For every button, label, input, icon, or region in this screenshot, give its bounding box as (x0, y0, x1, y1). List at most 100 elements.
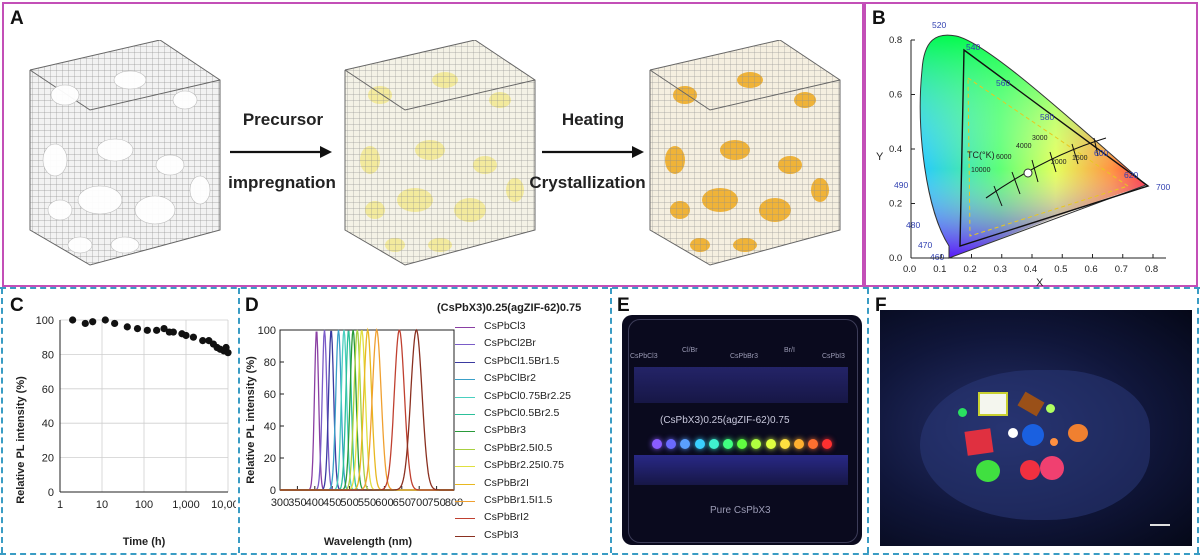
d-legend-swatch (455, 501, 475, 502)
c-data-point (189, 333, 197, 341)
cie-wl-520: 520 (932, 20, 946, 30)
c-data-point (81, 319, 89, 328)
d-legend-swatch (455, 414, 475, 415)
cube-crystallized (640, 40, 850, 270)
cie-wl-460: 460 (930, 252, 944, 262)
d-ytick-label: 60 (264, 389, 276, 401)
cie-wl-480: 480 (906, 220, 920, 230)
c-data-point (199, 337, 207, 345)
c-xtick-label: 1 (57, 499, 63, 511)
sample-lightgreen-dot (1046, 404, 1055, 413)
d-legend-swatch (455, 448, 475, 450)
sample-blue-disc (1022, 424, 1044, 446)
c-data-point (101, 316, 109, 324)
vial-glow-dot (694, 439, 705, 449)
c-data-point (89, 318, 97, 326)
cie-wl-620: 620 (1124, 170, 1138, 180)
vial-glow-dot (652, 439, 662, 449)
cie-xtick-label: 0.6 (1085, 264, 1098, 275)
d-xtick-label: 550 (358, 497, 376, 509)
cie-xtick-label: 0.3 (994, 264, 1007, 275)
cie-gamut (919, 34, 1147, 259)
cie-ytick-label: 0.6 (889, 90, 902, 101)
sample-white (978, 392, 1008, 416)
vial-glow-dot (822, 439, 833, 449)
c-ytick-label: 80 (42, 349, 54, 361)
c-ytick-label: 40 (42, 418, 54, 430)
vial-glow-dot (751, 439, 762, 449)
cie-ytick-label: 0.4 (889, 144, 902, 155)
d-xtick-label: 800 (445, 497, 463, 509)
d-xtick-label: 350 (288, 497, 306, 509)
c-xtick-label: 1,000 (172, 499, 200, 511)
cie-xtick-label: 0.0 (903, 264, 916, 275)
d-xlabel: Wavelength (nm) (324, 536, 413, 548)
vial-glow-dot (680, 439, 691, 449)
e-top-label-2: Cl/Br (682, 347, 698, 354)
d-legend-swatch (455, 466, 475, 468)
panel-a-frame (2, 2, 864, 287)
sample-white-dot (1008, 428, 1018, 438)
pl-spectra-chart: Relative PL intensity (%) Wavelength (nm… (245, 325, 463, 548)
divider-left (1, 288, 3, 553)
e-top-label-3: CsPbBr3 (730, 353, 759, 360)
c-xtick-label: 10,000 (211, 499, 236, 511)
d-legend-label: CsPbCl2Br (484, 337, 536, 350)
hand-photo (880, 310, 1192, 546)
d-legend-swatch (455, 327, 475, 328)
d-legend-swatch (455, 535, 475, 537)
d-xtick-label: 500 (340, 497, 358, 509)
cie-wl-580: 580 (1040, 112, 1054, 122)
sample-red-square (964, 428, 994, 456)
cie-tc-1500: 1500 (1072, 155, 1088, 162)
divider-e-f (867, 288, 869, 553)
d-legend-swatch (455, 518, 475, 520)
cie-ylabel: Y (876, 151, 884, 163)
d-ytick-label: 40 (264, 421, 276, 433)
cube-empty (20, 40, 230, 270)
panel-d-letter: D (245, 295, 259, 316)
vial-glow-dot (737, 439, 748, 449)
d-xtick-label: 650 (393, 497, 411, 509)
cie-tc-6000: 6000 (996, 154, 1012, 161)
d-xtick-label: 700 (410, 497, 428, 509)
cie-tc-10000: 10000 (971, 167, 991, 174)
cie-ytick-label: 0.0 (889, 253, 902, 264)
cie-wl-700: 700 (1156, 182, 1170, 192)
c-data-point (160, 325, 168, 333)
d-legend-swatch (455, 344, 475, 346)
arrow-1-top-label: Precursor (242, 110, 324, 129)
cie-wl-560: 560 (996, 78, 1010, 88)
arrow-2 (542, 146, 644, 158)
d-xtick-label: 450 (323, 497, 341, 509)
d-legend-label: CsPbCl0.5Br2.5 (484, 407, 560, 419)
d-ytick-label: 100 (258, 325, 276, 337)
vials-photo: CsPbCl3 Cl/Br CsPbBr3 Br/I CsPbI3 (CsPbX… (622, 315, 862, 545)
vial-glow-dot (808, 439, 819, 449)
c-data-point (133, 325, 142, 333)
sample-orange-disc (1068, 424, 1088, 442)
e-middle-label: (CsPbX3)0.25(agZIF-62)0.75 (660, 415, 790, 426)
e-bottom-label: Pure CsPbX3 (710, 505, 771, 516)
cie-xlabel: X (1036, 277, 1044, 288)
divider-d-e (610, 288, 612, 553)
stability-chart: Relative PL intensity (%) Time (h) 0 20 40… (15, 315, 236, 548)
cie-ytick-label: 0.2 (889, 199, 902, 210)
d-xtick-label: 600 (375, 497, 393, 509)
arrow-2-top-label: Heating (561, 110, 625, 129)
c-data-point (182, 331, 190, 340)
vial-glow-dot (723, 439, 733, 449)
c-data-point (153, 326, 161, 334)
cie-wl-540: 540 (966, 42, 980, 52)
d-legend-swatch (455, 483, 475, 485)
sample-green-disc (976, 460, 1000, 482)
cie-wl-490: 490 (894, 180, 908, 190)
c-ytick-label: 100 (36, 315, 54, 327)
d-legend-label: CsPbI3 (484, 528, 519, 541)
d-xtick-label: 300 (271, 497, 289, 509)
cie-tc-4000: 4000 (1016, 143, 1032, 150)
d-xtick-label: 400 (306, 497, 324, 509)
c-data-point (224, 349, 232, 357)
d-ytick-label: 20 (264, 453, 276, 465)
d-legend-label: CsPbBr1.5I1.5 (484, 494, 553, 506)
